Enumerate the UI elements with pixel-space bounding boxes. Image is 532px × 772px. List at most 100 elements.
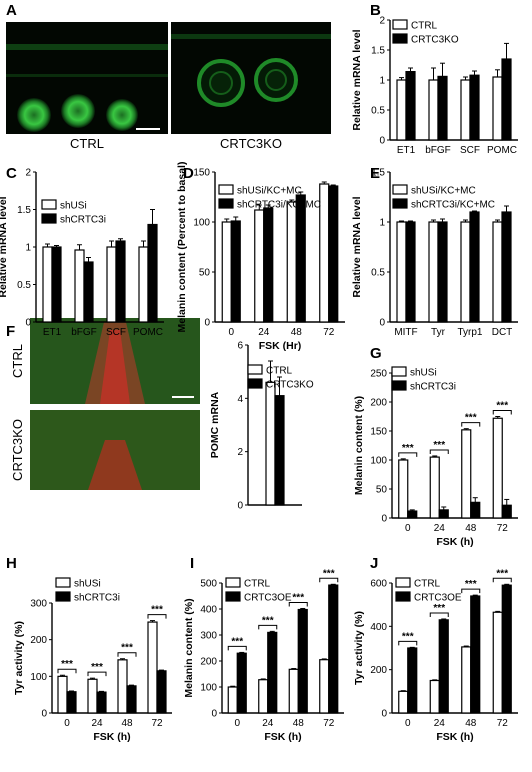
bar-b-0-1 <box>428 79 439 141</box>
bar-b-1-0 <box>405 70 416 141</box>
bar-d-1-2 <box>295 194 306 323</box>
bar-c-1-1 <box>83 261 94 323</box>
legend-swatch <box>391 366 407 377</box>
significance-bracket <box>258 624 278 630</box>
significance-label: *** <box>496 568 508 579</box>
legend-swatch <box>395 577 411 588</box>
x-tick-label: 48 <box>121 718 133 729</box>
y-tick-label: 0 <box>41 709 47 720</box>
legend-label: shCRTC3i/KC+MC <box>237 200 321 211</box>
x-tick-label: 48 <box>465 718 477 729</box>
chart-i: I 0 100 200 300 400 500 Melanin content (%) 0 ***… <box>183 555 344 743</box>
legend-label: shCRTC3i/KC+MC <box>411 200 495 211</box>
significance-label: *** <box>433 440 445 451</box>
panel-f-images: F CTRL CRTC3KO <box>6 318 200 490</box>
x-tick-label: 0 <box>228 327 234 338</box>
bar-g-1-2 <box>470 501 481 519</box>
legend-label: CTRL <box>411 21 438 32</box>
y-tick-label: 2 <box>379 16 385 27</box>
significance-label: *** <box>402 443 414 454</box>
chart-e: E 0 0.5 1 1.5 Relative mRNA level MITF Tyr Tyrp1… <box>351 165 518 338</box>
bar-h-0-0 <box>57 675 68 714</box>
x-tick-label: 24 <box>434 523 446 534</box>
y-tick-label: 1.5 <box>17 205 31 216</box>
y-tick-label: 150 <box>370 427 387 438</box>
bar-d-1-1 <box>263 207 274 323</box>
bar-g-1-3 <box>501 504 512 519</box>
y-tick-label: 400 <box>370 622 387 633</box>
y-axis-label: Tyr activity (%) <box>13 621 25 695</box>
y-tick-label: 200 <box>370 398 387 409</box>
legend-swatch <box>247 364 263 375</box>
y-tick-label: 0 <box>211 709 217 720</box>
significance-bracket <box>57 668 77 674</box>
y-tick-label: 600 <box>370 579 387 590</box>
bar-e-0-2 <box>460 221 471 323</box>
y-tick-label: 0 <box>379 318 385 329</box>
bar-b-0-0 <box>396 79 407 141</box>
x-tick-label: 24 <box>258 327 270 338</box>
y-tick-label: 1.5 <box>371 46 385 57</box>
bar-c-0-0 <box>42 246 53 323</box>
charts: B 0 0.5 1 1.5 2 Relative mRNA level ET1 bFGF SCF P… <box>0 2 518 743</box>
x-axis-label: FSK (h) <box>436 536 473 548</box>
bar-c-1-2 <box>115 240 126 323</box>
legend-swatch <box>392 19 408 30</box>
x-tick-label: SCF <box>460 145 480 156</box>
legend-label: shUSi <box>60 201 87 212</box>
panel-a: A CTRL CRTC3KO <box>6 2 331 151</box>
bar-d-0-0 <box>221 221 232 323</box>
y-axis-label: Relative mRNA level <box>0 196 9 297</box>
significance-label: *** <box>402 631 414 642</box>
panel-letter-g: G <box>370 345 382 362</box>
significance-bracket <box>398 640 418 646</box>
legend-label: shUSi <box>410 368 437 379</box>
y-axis-label: Tyr activity (%) <box>353 611 365 685</box>
bar-d-0-3 <box>319 183 330 323</box>
y-tick-label: 1 <box>379 76 385 87</box>
significance-label: *** <box>231 636 243 647</box>
x-tick-label: 48 <box>465 523 477 534</box>
y-tick-label: 6 <box>237 341 243 352</box>
legend-swatch <box>392 33 408 44</box>
y-tick-label: 250 <box>370 369 387 380</box>
panel-letter-a: A <box>6 2 17 19</box>
y-axis-label: Relative mRNA level <box>351 29 363 130</box>
bar-b-1-3 <box>501 58 512 141</box>
bar-c-0-1 <box>74 249 85 323</box>
significance-label: *** <box>121 643 133 654</box>
bar-g-0-1 <box>429 456 440 519</box>
y-tick-label: 50 <box>199 268 211 279</box>
x-tick-label: 72 <box>497 718 509 729</box>
y-tick-label: 0 <box>25 318 31 329</box>
significance-bracket <box>288 601 308 607</box>
legend-swatch <box>218 184 234 195</box>
x-tick-label: bFGF <box>425 145 451 156</box>
y-tick-label: 0 <box>381 709 387 720</box>
y-axis-label: Melanin content (%) <box>183 598 195 697</box>
y-tick-label: 0.5 <box>371 268 385 279</box>
bar-h-1-2 <box>126 685 137 714</box>
bar-b-1-2 <box>469 74 480 141</box>
x-tick-label: ET1 <box>397 145 416 156</box>
x-tick-label: DCT <box>492 327 513 338</box>
bar-i-0-3 <box>319 659 330 714</box>
micrograph-crtc3ko <box>171 22 331 134</box>
legend-swatch <box>395 591 411 602</box>
x-tick-label: 24 <box>262 718 274 729</box>
bar-j-1-0 <box>407 647 418 714</box>
legend-swatch <box>225 577 241 588</box>
bar-d-1-0 <box>230 220 241 323</box>
bar-g-0-3 <box>492 417 503 519</box>
bar-d-0-2 <box>286 201 297 323</box>
bar-h-0-1 <box>87 678 98 714</box>
y-tick-label: 1 <box>379 218 385 229</box>
legend-swatch <box>247 378 263 389</box>
bar-h-1-0 <box>66 691 77 714</box>
bar-i-1-2 <box>297 608 308 714</box>
legend-label: CRTC3OE <box>244 593 292 604</box>
bar-i-0-0 <box>227 686 238 714</box>
micrograph-f-ctrl <box>30 318 200 404</box>
significance-bracket <box>319 577 339 583</box>
